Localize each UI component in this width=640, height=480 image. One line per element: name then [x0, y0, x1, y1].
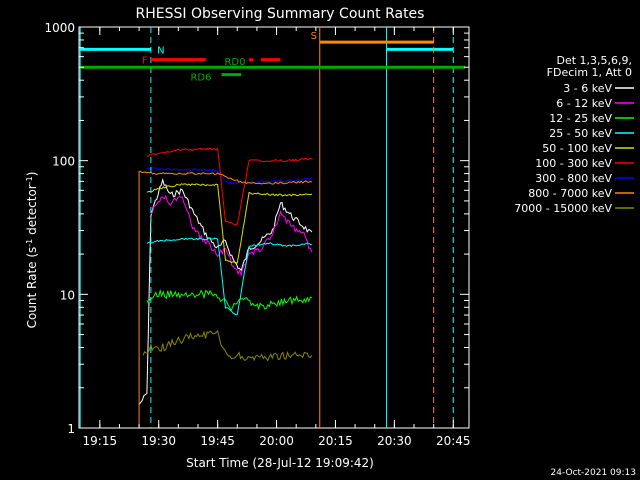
flag-label-RD6: RD6 — [190, 73, 211, 84]
flag-label-N: N — [157, 45, 164, 56]
y-tick-label: 1 — [67, 422, 75, 436]
flag-label-S: S — [311, 31, 317, 42]
x-tick-label: 20:15 — [318, 434, 353, 448]
series-line-7 — [146, 167, 312, 185]
series-line-8 — [138, 170, 313, 428]
y-axis-label-sup1: -1 — [25, 239, 34, 247]
x-tick-label: 20:00 — [259, 434, 294, 448]
series-line-6 — [146, 147, 313, 226]
x-tick-label: 20:45 — [436, 434, 471, 448]
legend: Det 1,3,5,6,9,FDecim 1, Att 0 3 - 6 keV 6 … — [514, 54, 634, 215]
plot-frame — [78, 26, 470, 429]
series-line-2 — [150, 194, 313, 277]
y-axis-label: Count Rate (s-1 detector-1) — [25, 172, 40, 329]
footer-date: 24-Oct-2021 09:13 — [551, 468, 636, 478]
x-tick-label: 20:30 — [377, 434, 412, 448]
series-line-5 — [146, 183, 313, 264]
legend-header-line: Det 1,3,5,6,9, — [556, 54, 632, 67]
legend-entry-label: 3 - 6 keV — [563, 82, 612, 95]
y-tick-label: 10 — [60, 288, 75, 302]
chart-title: RHESSI Observing Summary Count Rates — [136, 6, 425, 22]
legend-entry-label: 100 - 300 keV — [535, 157, 612, 170]
legend-entry-label: 6 - 12 keV — [556, 97, 612, 110]
flags-layer: N S F RD0 RD6 — [79, 27, 466, 428]
x-tick-label: 19:45 — [200, 434, 235, 448]
series-line-1 — [138, 177, 313, 405]
flag-label-RD0: RD0 — [224, 57, 245, 68]
x-axis-label: Start Time (28-Jul-12 19:09:42) — [186, 456, 374, 470]
legend-entry-label: 800 - 7000 keV — [528, 187, 612, 200]
y-tick-label: 1000 — [44, 21, 75, 35]
axes-layer: 19:15 19:30 19:45 20:00 20:15 20:30 20:45 1 10 10… — [44, 21, 470, 448]
series-layer — [138, 147, 313, 428]
legend-entry-label: 7000 - 15000 keV — [514, 202, 612, 215]
flag-label-F: F — [142, 56, 148, 67]
y-axis-label-end: ) — [25, 172, 39, 177]
x-tick-label: 19:30 — [141, 434, 176, 448]
y-axis-label-mid: detector — [25, 184, 39, 239]
series-line-3 — [146, 288, 313, 312]
y-tick-label: 100 — [52, 155, 75, 169]
y-axis-label-main: Count Rate (s — [25, 247, 39, 329]
x-tick-label: 19:15 — [83, 434, 118, 448]
series-line-9 — [142, 329, 313, 362]
legend-header-line: FDecim 1, Att 0 — [547, 66, 632, 79]
y-axis-label-sup2: -1 — [25, 176, 34, 184]
legend-entry-label: 25 - 50 keV — [549, 127, 612, 140]
legend-entry-label: 12 - 25 keV — [549, 112, 612, 125]
legend-entry-label: 300 - 800 keV — [535, 172, 612, 185]
legend-entry-label: 50 - 100 keV — [542, 142, 612, 155]
series-line-4 — [146, 237, 312, 316]
